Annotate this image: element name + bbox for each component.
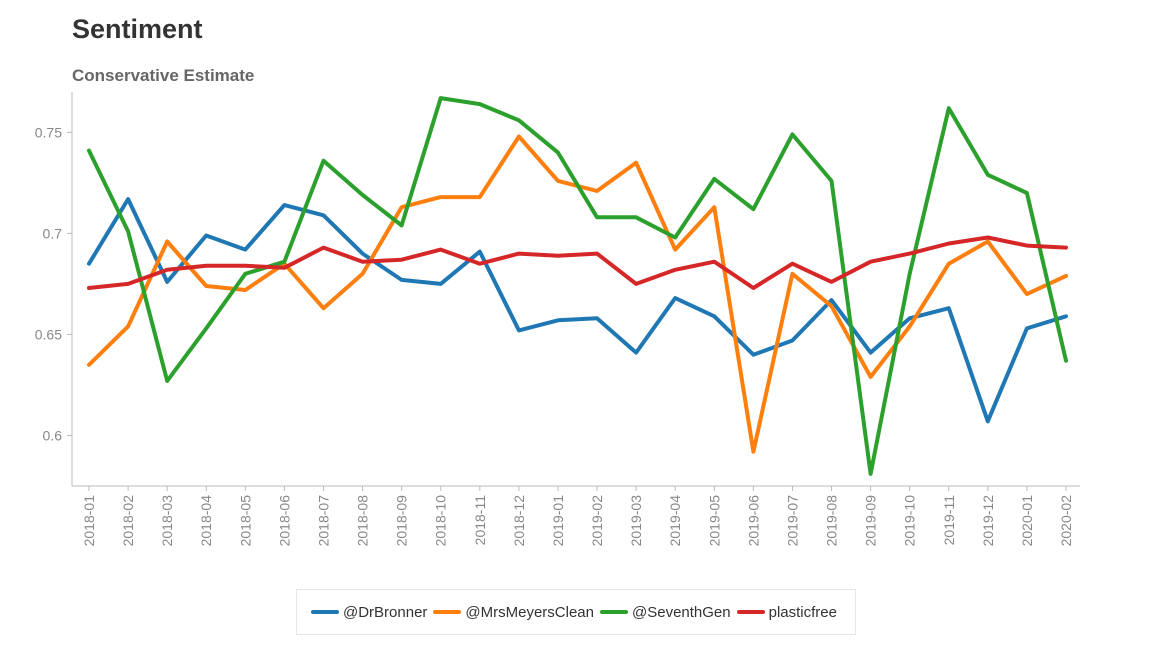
legend-label: plasticfree (768, 603, 837, 621)
legend-label: @MrsMeyersClean (465, 603, 594, 621)
x-tick-label: 2019-01 (550, 495, 566, 547)
x-tick-label: 2019-03 (628, 495, 644, 547)
legend-item-3[interactable]: @SeventhGen (600, 604, 735, 621)
series-line-1[interactable] (87, 197, 1068, 424)
y-tick-label: 0.65 (35, 326, 62, 342)
chart-title: Sentiment (72, 14, 203, 44)
x-tick-label: 2018-04 (198, 495, 214, 547)
legend-item-1[interactable]: @DrBronner (310, 603, 431, 621)
legend-label: @DrBronner (342, 603, 428, 621)
legend: @DrBronner @MrsMeyersClean @SeventhGen plas… (296, 589, 856, 635)
x-tick-label: 2019-04 (667, 495, 683, 547)
x-tick-label: 2018-12 (511, 495, 527, 547)
y-tick-label: 0.6 (43, 427, 63, 443)
x-tick-label: 2018-02 (120, 495, 136, 547)
legend-item-4[interactable]: plasticfree (736, 603, 841, 621)
y-tick-label: 0.7 (43, 225, 63, 241)
x-tick-label: 2018-07 (315, 495, 331, 547)
legend-label: @SeventhGen (632, 603, 731, 621)
legend-item-2[interactable]: @MrsMeyersClean (433, 604, 598, 621)
chart-subtitle: Conservative Estimate (72, 66, 255, 85)
legend-swatch (310, 610, 339, 614)
x-tick-label: 2019-05 (706, 495, 722, 547)
x-tick-label: 2020-02 (1058, 495, 1074, 547)
x-tick-label: 2019-06 (745, 495, 761, 547)
legend-swatch (736, 610, 765, 614)
y-tick-label: 0.75 (35, 124, 62, 140)
legend-swatch (600, 610, 628, 614)
x-tick-label: 2019-11 (941, 495, 957, 546)
x-tick-label: 2018-09 (394, 495, 410, 547)
x-tick-label: 2018-06 (276, 495, 292, 547)
x-tick-label: 2018-08 (355, 495, 371, 547)
x-tick-label: 2019-07 (784, 495, 800, 547)
x-tick-label: 2019-02 (589, 495, 605, 547)
x-tick-label: 2018-11 (472, 495, 488, 546)
legend-swatch (433, 610, 462, 614)
x-tick-label: 2018-03 (159, 495, 175, 547)
x-tick-label: 2019-08 (824, 495, 840, 547)
x-tick-label: 2019-09 (863, 495, 879, 547)
x-tick-label: 2020-01 (1019, 495, 1035, 547)
series-line-4[interactable] (87, 235, 1068, 290)
x-tick-label: 2019-12 (980, 495, 996, 547)
series-line-3[interactable] (87, 96, 1068, 476)
x-tick-label: 2019-10 (902, 495, 918, 547)
x-tick-label: 2018-10 (433, 495, 449, 547)
x-tick-label: 2018-01 (81, 495, 97, 547)
x-tick-label: 2018-05 (237, 495, 253, 547)
